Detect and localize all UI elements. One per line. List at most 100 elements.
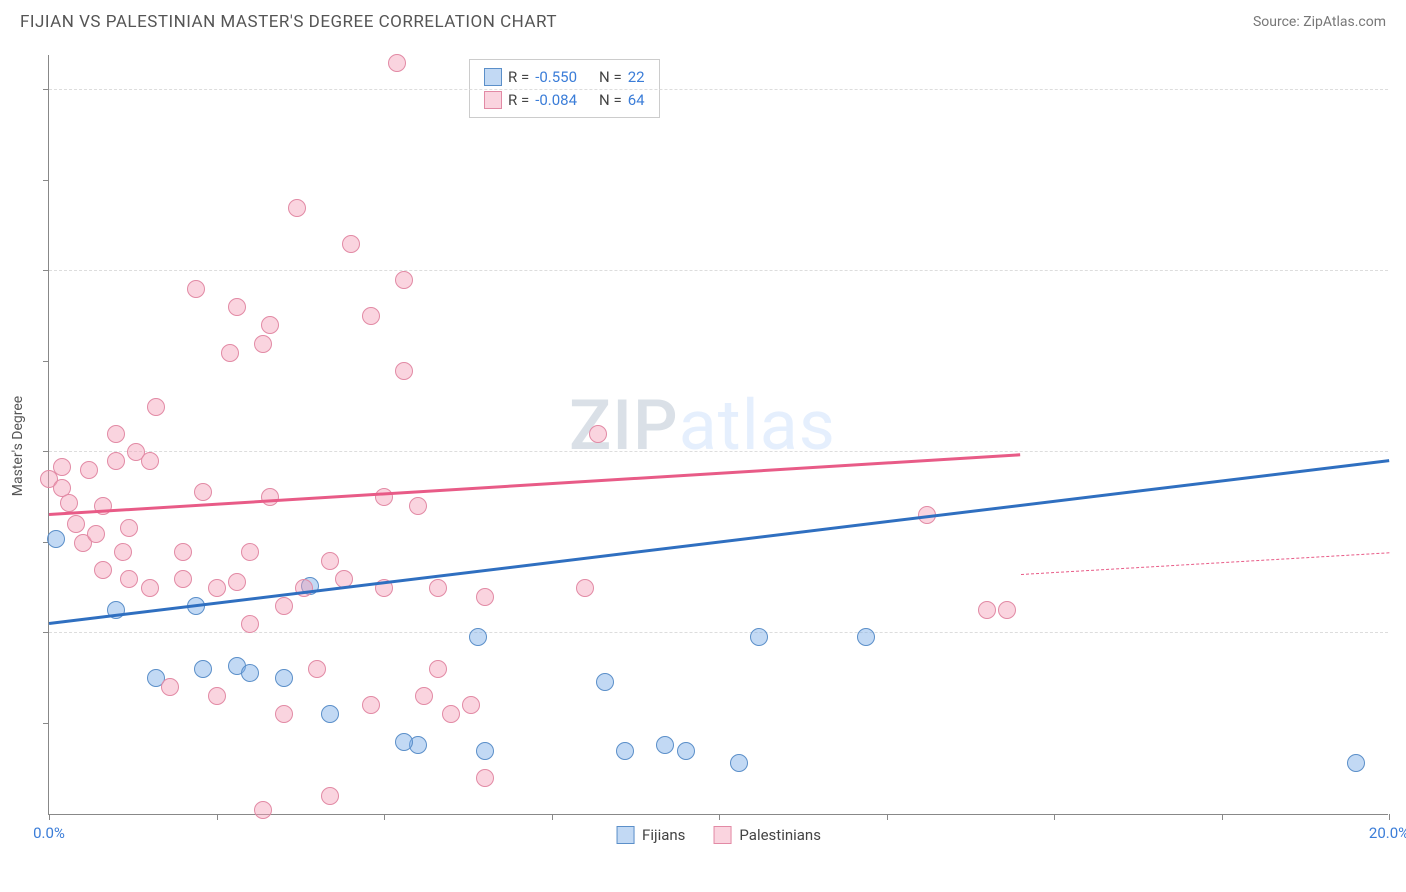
legend-swatch-fijians [616,826,634,844]
y-axis-label: Master's Degree [10,396,26,496]
scatter-point [261,316,279,334]
scatter-point [321,705,339,723]
scatter-point [462,696,480,714]
scatter-point [107,425,125,443]
watermark-zip: ZIP [569,385,679,467]
scatter-point [362,307,380,325]
x-tick-label: 0.0% [33,824,65,842]
watermark: ZIPatlas [569,385,836,467]
legend-item-fijians: Fijians [616,826,685,844]
n-value: 64 [628,89,645,112]
scatter-point [194,483,212,501]
scatter-point [442,705,460,723]
scatter-point [208,687,226,705]
x-tick [552,814,553,820]
x-tick [1054,814,1055,820]
scatter-point [288,199,306,217]
scatter-point [308,660,326,678]
n-label: N = [599,89,622,112]
scatter-point [395,271,413,289]
x-tick [49,814,50,820]
scatter-point [261,488,279,506]
scatter-point [388,54,406,72]
scatter-point [656,736,674,754]
chart-plot-area: ZIPatlas R = -0.550 N = 22 R = -0.084 N … [48,55,1388,815]
y-tick [43,89,49,90]
x-tick-label: 20.0% [1369,824,1406,842]
watermark-atlas: atlas [679,385,836,467]
scatter-point [67,515,85,533]
x-tick [384,814,385,820]
scatter-point [120,570,138,588]
scatter-point [80,461,98,479]
scatter-point [750,628,768,646]
r-value: -0.550 [535,66,577,89]
gridline [49,270,1388,271]
scatter-point [53,458,71,476]
scatter-point [857,628,875,646]
trend-line-extrapolated [1020,552,1389,575]
legend-swatch-palestinians [713,826,731,844]
scatter-point [362,696,380,714]
scatter-point [94,561,112,579]
scatter-point [275,705,293,723]
chart-header: FIJIAN VS PALESTINIAN MASTER'S DEGREE CO… [0,0,1406,40]
scatter-point [114,543,132,561]
scatter-point [476,769,494,787]
scatter-point [221,344,239,362]
legend-label: Fijians [642,826,685,844]
legend-swatch-fijians [484,68,502,86]
scatter-point [415,687,433,705]
r-label: R = [508,89,529,112]
scatter-point [469,628,487,646]
scatter-point [161,678,179,696]
scatter-point [94,497,112,515]
legend-label: Palestinians [739,826,821,844]
scatter-point [589,425,607,443]
scatter-point [978,601,996,619]
y-tick [43,180,49,181]
scatter-point [321,552,339,570]
scatter-point [275,597,293,615]
scatter-point [60,494,78,512]
scatter-point [241,543,259,561]
scatter-point [254,801,272,819]
scatter-point [147,398,165,416]
scatter-point [107,452,125,470]
scatter-point [241,615,259,633]
r-value: -0.084 [535,89,577,112]
scatter-point [228,298,246,316]
scatter-point [616,742,634,760]
y-tick [43,361,49,362]
scatter-point [409,497,427,515]
x-tick [1222,814,1223,820]
trend-line [49,453,1021,515]
y-tick [43,723,49,724]
scatter-point [254,335,272,353]
trend-line [49,459,1389,624]
scatter-point [576,579,594,597]
scatter-point [141,579,159,597]
scatter-point [120,519,138,537]
scatter-point [47,530,65,548]
y-tick [43,451,49,452]
scatter-point [596,673,614,691]
scatter-point [476,742,494,760]
r-label: R = [508,66,529,89]
x-tick [719,814,720,820]
gridline [49,451,1388,452]
scatter-point [228,573,246,591]
scatter-point [998,601,1016,619]
chart-source: Source: ZipAtlas.com [1253,14,1386,30]
scatter-point [141,452,159,470]
stats-legend-row: R = -0.084 N = 64 [484,89,645,112]
scatter-point [241,664,259,682]
scatter-point [429,660,447,678]
legend-swatch-palestinians [484,91,502,109]
scatter-point [87,525,105,543]
series-legend: Fijians Palestinians [616,826,821,844]
scatter-point [208,579,226,597]
scatter-point [429,579,447,597]
scatter-point [677,742,695,760]
n-value: 22 [628,66,645,89]
